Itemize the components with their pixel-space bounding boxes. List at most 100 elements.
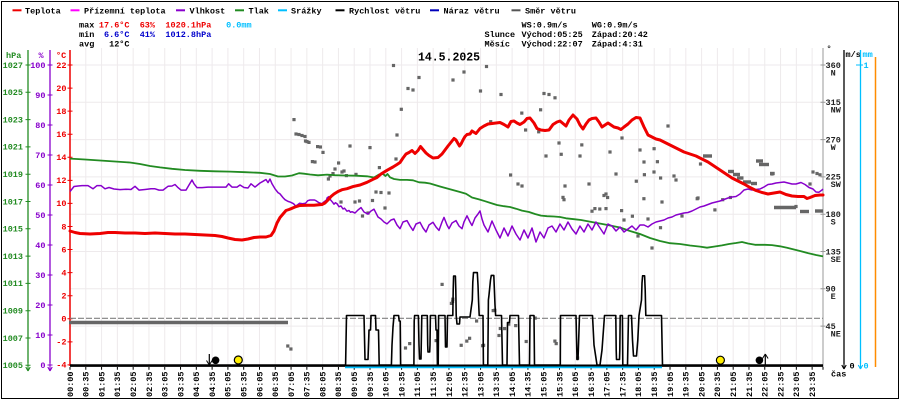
svg-text:0: 0 <box>61 315 66 325</box>
svg-text:100: 100 <box>30 61 45 71</box>
svg-text:19:35: 19:35 <box>682 371 692 397</box>
svg-text:30: 30 <box>35 271 45 281</box>
svg-text:1025: 1025 <box>3 88 23 98</box>
svg-text:135: 135 <box>826 247 841 257</box>
svg-text:WG:0.9m/s: WG:0.9m/s <box>592 20 638 30</box>
svg-text:08:05: 08:05 <box>318 371 328 397</box>
svg-text:04:05: 04:05 <box>192 371 202 397</box>
svg-text:°C: °C <box>56 51 66 61</box>
svg-text:1017: 1017 <box>3 197 23 207</box>
svg-text:23:35: 23:35 <box>808 371 818 397</box>
svg-text:14: 14 <box>56 153 66 163</box>
svg-text:°: ° <box>827 45 832 55</box>
svg-text:1027: 1027 <box>3 61 23 71</box>
svg-text:1012.8hPa: 1012.8hPa <box>165 30 211 40</box>
svg-text:17:35: 17:35 <box>618 371 628 397</box>
svg-text:70: 70 <box>35 151 45 161</box>
svg-text:315: 315 <box>826 98 841 108</box>
svg-text:6: 6 <box>61 245 66 255</box>
svg-text:10:05: 10:05 <box>382 371 392 397</box>
svg-text:N: N <box>831 68 836 78</box>
svg-text:05:05: 05:05 <box>224 371 234 397</box>
svg-text:06:05: 06:05 <box>255 371 265 397</box>
svg-text:21:05: 21:05 <box>729 371 739 397</box>
svg-text:13:05: 13:05 <box>476 371 486 397</box>
svg-text:20: 20 <box>56 84 66 94</box>
svg-text:SE: SE <box>831 255 841 265</box>
svg-text:14:05: 14:05 <box>508 371 518 397</box>
svg-text:1: 1 <box>864 61 869 71</box>
svg-text:12: 12 <box>56 176 66 186</box>
svg-text:Tlak: Tlak <box>249 7 269 17</box>
svg-text:00:00: 00:00 <box>66 371 76 397</box>
svg-text:20: 20 <box>35 301 45 311</box>
svg-text:63%: 63% <box>140 20 156 30</box>
svg-text:čas: čas <box>831 370 846 380</box>
svg-text:Východ:22:07: Východ:22:07 <box>522 39 583 49</box>
svg-text:360: 360 <box>826 61 841 71</box>
svg-text:03:05: 03:05 <box>161 371 171 397</box>
svg-text:270: 270 <box>826 135 841 145</box>
svg-text:11:05: 11:05 <box>413 371 423 397</box>
svg-text:Náraz větru: Náraz větru <box>444 7 500 17</box>
svg-text:00:35: 00:35 <box>82 371 92 397</box>
svg-text:06:35: 06:35 <box>271 371 281 397</box>
svg-text:18:05: 18:05 <box>634 371 644 397</box>
svg-text:02:35: 02:35 <box>145 371 155 397</box>
svg-text:W: W <box>831 143 837 153</box>
svg-text:17.6°C: 17.6°C <box>99 20 130 30</box>
svg-text:180: 180 <box>826 210 841 220</box>
svg-text:SW: SW <box>831 180 842 190</box>
svg-text:12:35: 12:35 <box>461 371 471 397</box>
svg-text:1005: 1005 <box>3 361 23 371</box>
svg-text:0.0mm: 0.0mm <box>226 20 252 30</box>
svg-text:22:05: 22:05 <box>761 371 771 397</box>
svg-text:13:35: 13:35 <box>492 371 502 397</box>
svg-text:0: 0 <box>40 361 45 371</box>
svg-text:20:05: 20:05 <box>697 371 707 397</box>
svg-text:S: S <box>831 218 836 228</box>
svg-text:Slunce: Slunce <box>485 30 516 40</box>
svg-text:1013: 1013 <box>3 252 23 262</box>
svg-text:1020.1hPa: 1020.1hPa <box>165 20 211 30</box>
svg-text:4: 4 <box>61 268 66 278</box>
svg-text:Srážky: Srážky <box>291 7 322 17</box>
svg-text:02:05: 02:05 <box>129 371 139 397</box>
svg-text:14.5.2025: 14.5.2025 <box>418 52 480 65</box>
svg-text:10: 10 <box>56 199 66 209</box>
svg-text:1011: 1011 <box>3 279 23 289</box>
svg-text:01:35: 01:35 <box>113 371 123 397</box>
svg-text:Směr větru: Směr větru <box>525 7 576 17</box>
svg-text:09:35: 09:35 <box>366 371 376 397</box>
svg-text:min: min <box>79 30 94 40</box>
svg-text:%: % <box>39 51 45 61</box>
svg-text:22: 22 <box>56 61 66 71</box>
svg-text:40: 40 <box>35 241 45 251</box>
svg-text:41%: 41% <box>140 30 156 40</box>
svg-text:WS:0.9m/s: WS:0.9m/s <box>522 20 568 30</box>
svg-text:90: 90 <box>35 91 45 101</box>
svg-text:08:35: 08:35 <box>334 371 344 397</box>
svg-text:45: 45 <box>826 322 836 332</box>
svg-text:1019: 1019 <box>3 170 23 180</box>
svg-text:15:05: 15:05 <box>540 371 550 397</box>
svg-text:Východ:05:25: Východ:05:25 <box>522 30 583 40</box>
svg-text:Rychlost větru: Rychlost větru <box>349 7 420 17</box>
svg-text:50: 50 <box>35 211 45 221</box>
svg-text:1021: 1021 <box>3 143 23 153</box>
svg-text:19:05: 19:05 <box>666 371 676 397</box>
svg-text:1023: 1023 <box>3 115 23 125</box>
svg-text:Teplota: Teplota <box>25 7 61 17</box>
svg-text:1015: 1015 <box>3 225 23 235</box>
svg-text:Západ:4:31: Západ:4:31 <box>592 39 643 49</box>
svg-text:11:35: 11:35 <box>429 371 439 397</box>
svg-text:10:35: 10:35 <box>397 371 407 397</box>
svg-text:10: 10 <box>35 331 45 341</box>
svg-text:8: 8 <box>61 222 66 232</box>
svg-text:23:05: 23:05 <box>792 371 802 397</box>
svg-text:20:35: 20:35 <box>713 371 723 397</box>
svg-text:0: 0 <box>850 361 855 371</box>
svg-text:Vlhkost: Vlhkost <box>190 7 226 17</box>
svg-text:04:35: 04:35 <box>208 371 218 397</box>
svg-text:Přízemní teplota: Přízemní teplota <box>84 7 166 17</box>
